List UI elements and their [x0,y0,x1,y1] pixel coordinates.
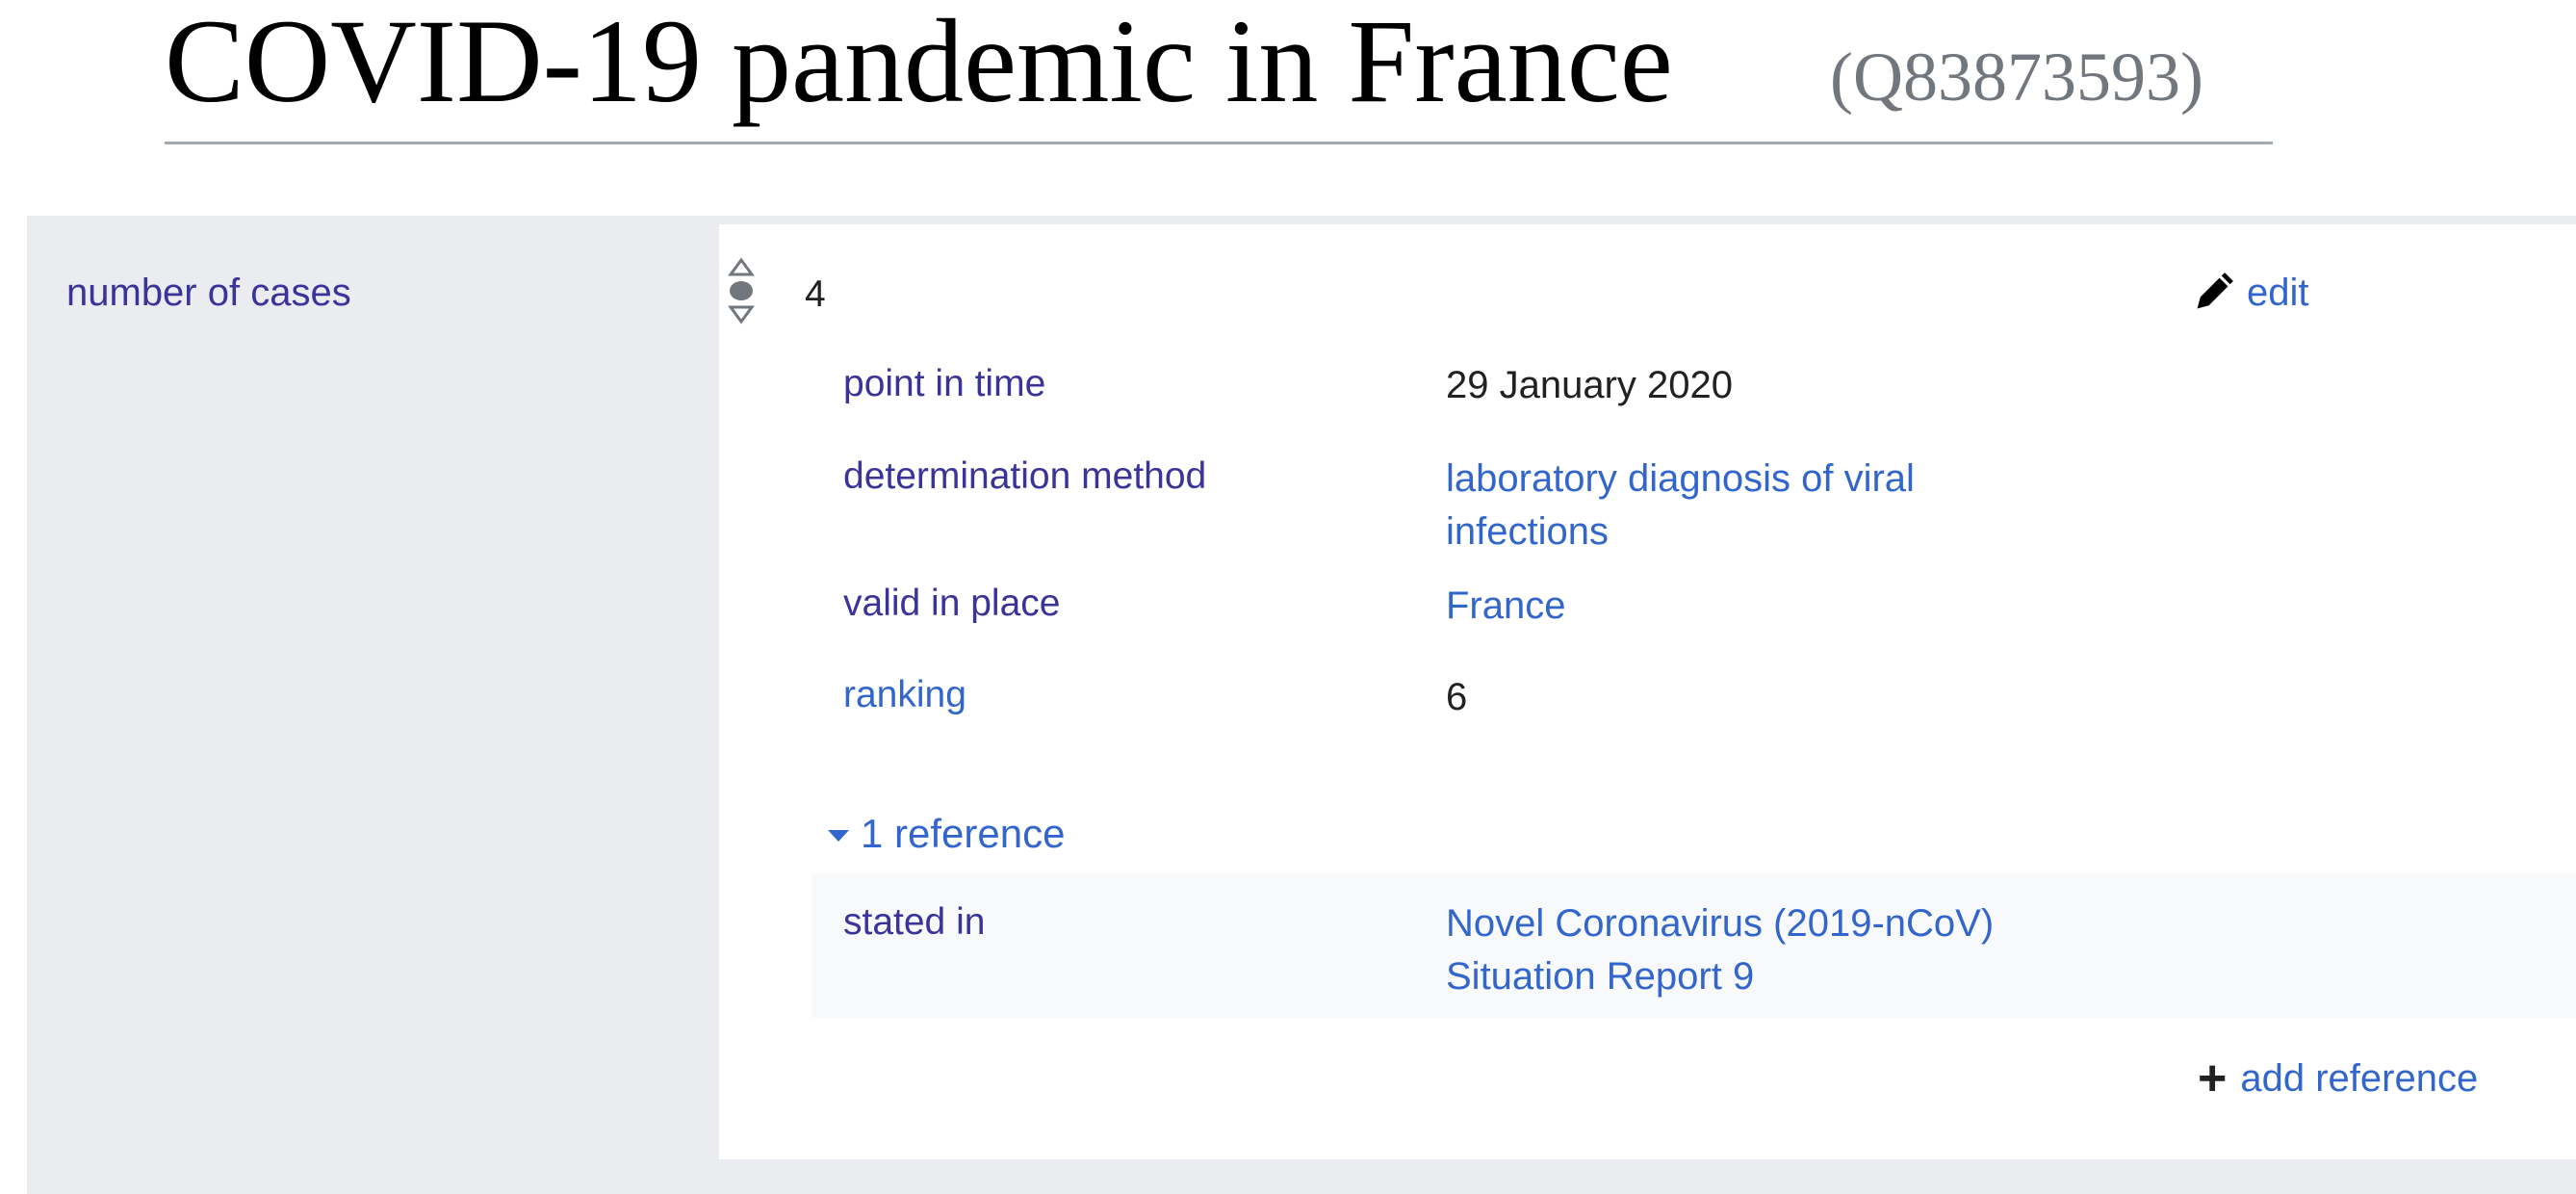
qualifier-property-determination-method[interactable]: determination method [843,455,1207,497]
reference-block [811,873,2576,1018]
add-reference-button[interactable]: + add reference [2198,1051,2479,1106]
qualifier-value-ranking: 6 [1446,676,1468,718]
qualifier-property-ranking[interactable]: ranking [843,674,966,715]
reference-value-stated-in-line1[interactable]: Novel Coronavirus (2019-nCoV) [1446,902,1995,945]
rank-normal-icon[interactable] [727,257,756,324]
references-toggle[interactable]: 1 reference [828,811,1065,857]
qualifier-property-valid-in-place[interactable]: valid in place [843,583,1061,624]
edit-button[interactable]: edit [2189,272,2309,314]
property-label-number-of-cases[interactable]: number of cases [66,272,351,314]
entity-id: (Q83873593) [1830,39,2203,116]
add-reference-label: add reference [2240,1057,2479,1100]
statement-divider [719,1159,2576,1161]
qualifier-value-determination-method-line1[interactable]: laboratory diagnosis of viral [1446,457,1915,500]
edit-label: edit [2247,272,2309,314]
references-toggle-label: 1 reference [861,811,1066,856]
qualifier-property-point-in-time[interactable]: point in time [843,363,1046,404]
reference-property-stated-in[interactable]: stated in [843,901,986,943]
qualifier-value-valid-in-place[interactable]: France [1446,584,1566,627]
page-title: COVID-19 pandemic in France (Q83873593) [165,0,2273,144]
entity-label: COVID-19 pandemic in France [165,0,1673,127]
pencil-icon [2197,273,2233,309]
statement-main-value: 4 [805,273,826,315]
reference-value-stated-in-line2[interactable]: Situation Report 9 [1446,955,1755,998]
caret-down-icon [828,830,849,842]
qualifier-value-determination-method-line2[interactable]: infections [1446,510,1609,553]
rank-selector-graphic [728,257,755,324]
plus-icon: + [2198,1051,2228,1106]
qualifier-value-point-in-time: 29 January 2020 [1446,364,1734,406]
